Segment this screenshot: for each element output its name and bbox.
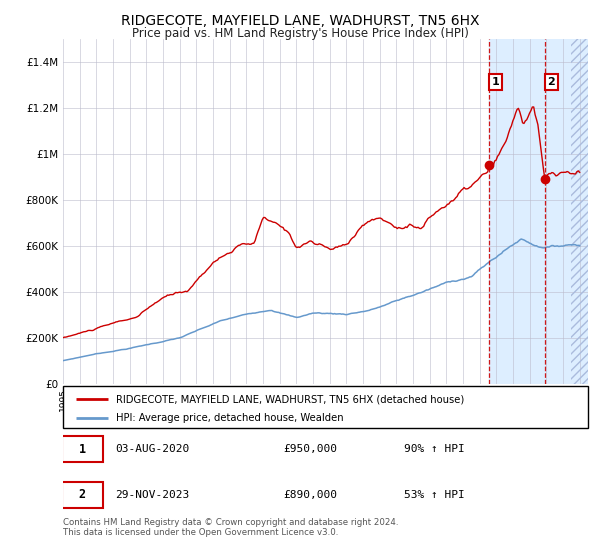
FancyBboxPatch shape (63, 386, 588, 428)
Text: 2: 2 (79, 488, 86, 501)
Text: 03-AUG-2020: 03-AUG-2020 (115, 444, 190, 454)
Text: 1: 1 (79, 442, 86, 456)
Text: £950,000: £950,000 (284, 444, 337, 454)
Text: HPI: Average price, detached house, Wealden: HPI: Average price, detached house, Weal… (115, 413, 343, 423)
Text: RIDGECOTE, MAYFIELD LANE, WADHURST, TN5 6HX: RIDGECOTE, MAYFIELD LANE, WADHURST, TN5 … (121, 14, 479, 28)
Text: 1: 1 (492, 77, 500, 87)
Bar (571, 39, 588, 384)
Text: 90% ↑ HPI: 90% ↑ HPI (404, 444, 465, 454)
Text: RIDGECOTE, MAYFIELD LANE, WADHURST, TN5 6HX (detached house): RIDGECOTE, MAYFIELD LANE, WADHURST, TN5 … (115, 394, 464, 404)
Bar (490, 39, 588, 384)
FancyBboxPatch shape (62, 482, 103, 507)
Text: £890,000: £890,000 (284, 489, 337, 500)
FancyBboxPatch shape (62, 436, 103, 462)
Text: 29-NOV-2023: 29-NOV-2023 (115, 489, 190, 500)
Text: 2: 2 (547, 77, 555, 87)
Text: Price paid vs. HM Land Registry's House Price Index (HPI): Price paid vs. HM Land Registry's House … (131, 27, 469, 40)
Text: Contains HM Land Registry data © Crown copyright and database right 2024.
This d: Contains HM Land Registry data © Crown c… (63, 518, 398, 538)
Text: 53% ↑ HPI: 53% ↑ HPI (404, 489, 465, 500)
